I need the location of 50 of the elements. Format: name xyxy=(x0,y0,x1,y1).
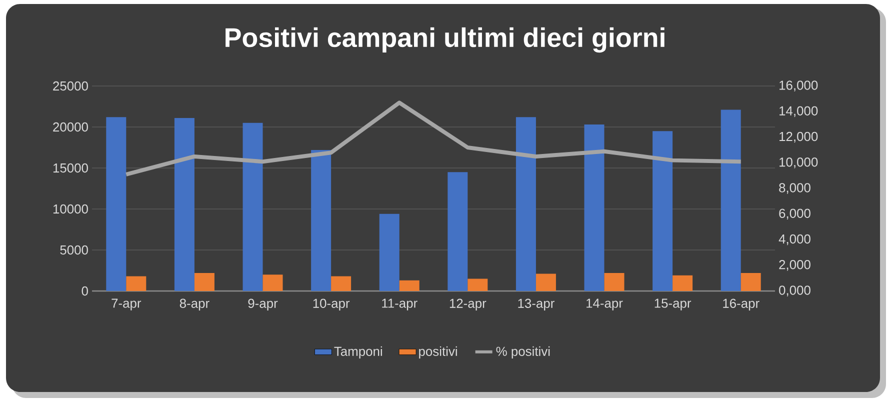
bar xyxy=(106,117,126,291)
y2-tick-label: 6,000 xyxy=(779,208,810,220)
bar xyxy=(672,275,693,291)
y2-tick-label: 16,000 xyxy=(780,80,818,92)
bar xyxy=(379,214,400,291)
y-tick-label: 20000 xyxy=(53,122,88,132)
bar xyxy=(652,131,673,291)
y-tick-label: 5000 xyxy=(60,245,88,255)
y-tick-label: 0 xyxy=(82,286,88,296)
x-tick-label: 13-apr xyxy=(518,298,554,311)
bar xyxy=(720,110,741,291)
bar xyxy=(262,274,283,291)
x-tick-label: 9-apr xyxy=(248,298,278,311)
line-series xyxy=(124,100,743,176)
legend-label: Tamponi xyxy=(334,346,382,359)
bar xyxy=(126,276,146,291)
bar xyxy=(740,272,761,291)
y2-tick-label: 14,000 xyxy=(780,106,818,117)
y2-tick-label: 0,000 xyxy=(779,286,810,296)
bar xyxy=(468,278,488,291)
bar xyxy=(516,117,536,291)
x-tick-label: 15-apr xyxy=(654,298,692,310)
x-tick-label: 11-apr xyxy=(382,298,418,310)
x-tick-label: 10-apr xyxy=(313,298,350,311)
legend-label: positivi xyxy=(419,346,457,359)
bar xyxy=(242,122,263,291)
bar xyxy=(331,276,352,291)
bar xyxy=(584,124,604,291)
x-tick-label: 8-apr xyxy=(180,298,210,311)
bar xyxy=(311,150,332,291)
x-tick-label: 7-apr xyxy=(112,298,142,310)
x-tick-label: 16-apr xyxy=(723,298,760,311)
bar xyxy=(536,274,556,291)
chart-title: Positivi campani ultimi dieci giorni xyxy=(226,27,664,53)
bar xyxy=(604,272,624,291)
y-tick-label: 10000 xyxy=(53,204,88,214)
y2-tick-label: 4,000 xyxy=(778,234,810,246)
bar xyxy=(448,172,468,291)
y2-tick-label: 12,000 xyxy=(780,132,818,143)
y2-tick-label: 2,000 xyxy=(779,260,810,271)
x-tick-label: 14-apr xyxy=(586,298,623,310)
y2-tick-label: 8,000 xyxy=(779,183,810,194)
bar xyxy=(174,118,194,291)
x-tick-label: 12-apr xyxy=(450,298,486,311)
y-tick-label: 15000 xyxy=(53,163,88,173)
bar xyxy=(399,280,420,291)
legend-label: % positivi xyxy=(496,346,550,359)
bar xyxy=(194,272,214,291)
y2-tick-label: 10,000 xyxy=(780,158,818,168)
y-tick-label: 25000 xyxy=(53,81,88,91)
